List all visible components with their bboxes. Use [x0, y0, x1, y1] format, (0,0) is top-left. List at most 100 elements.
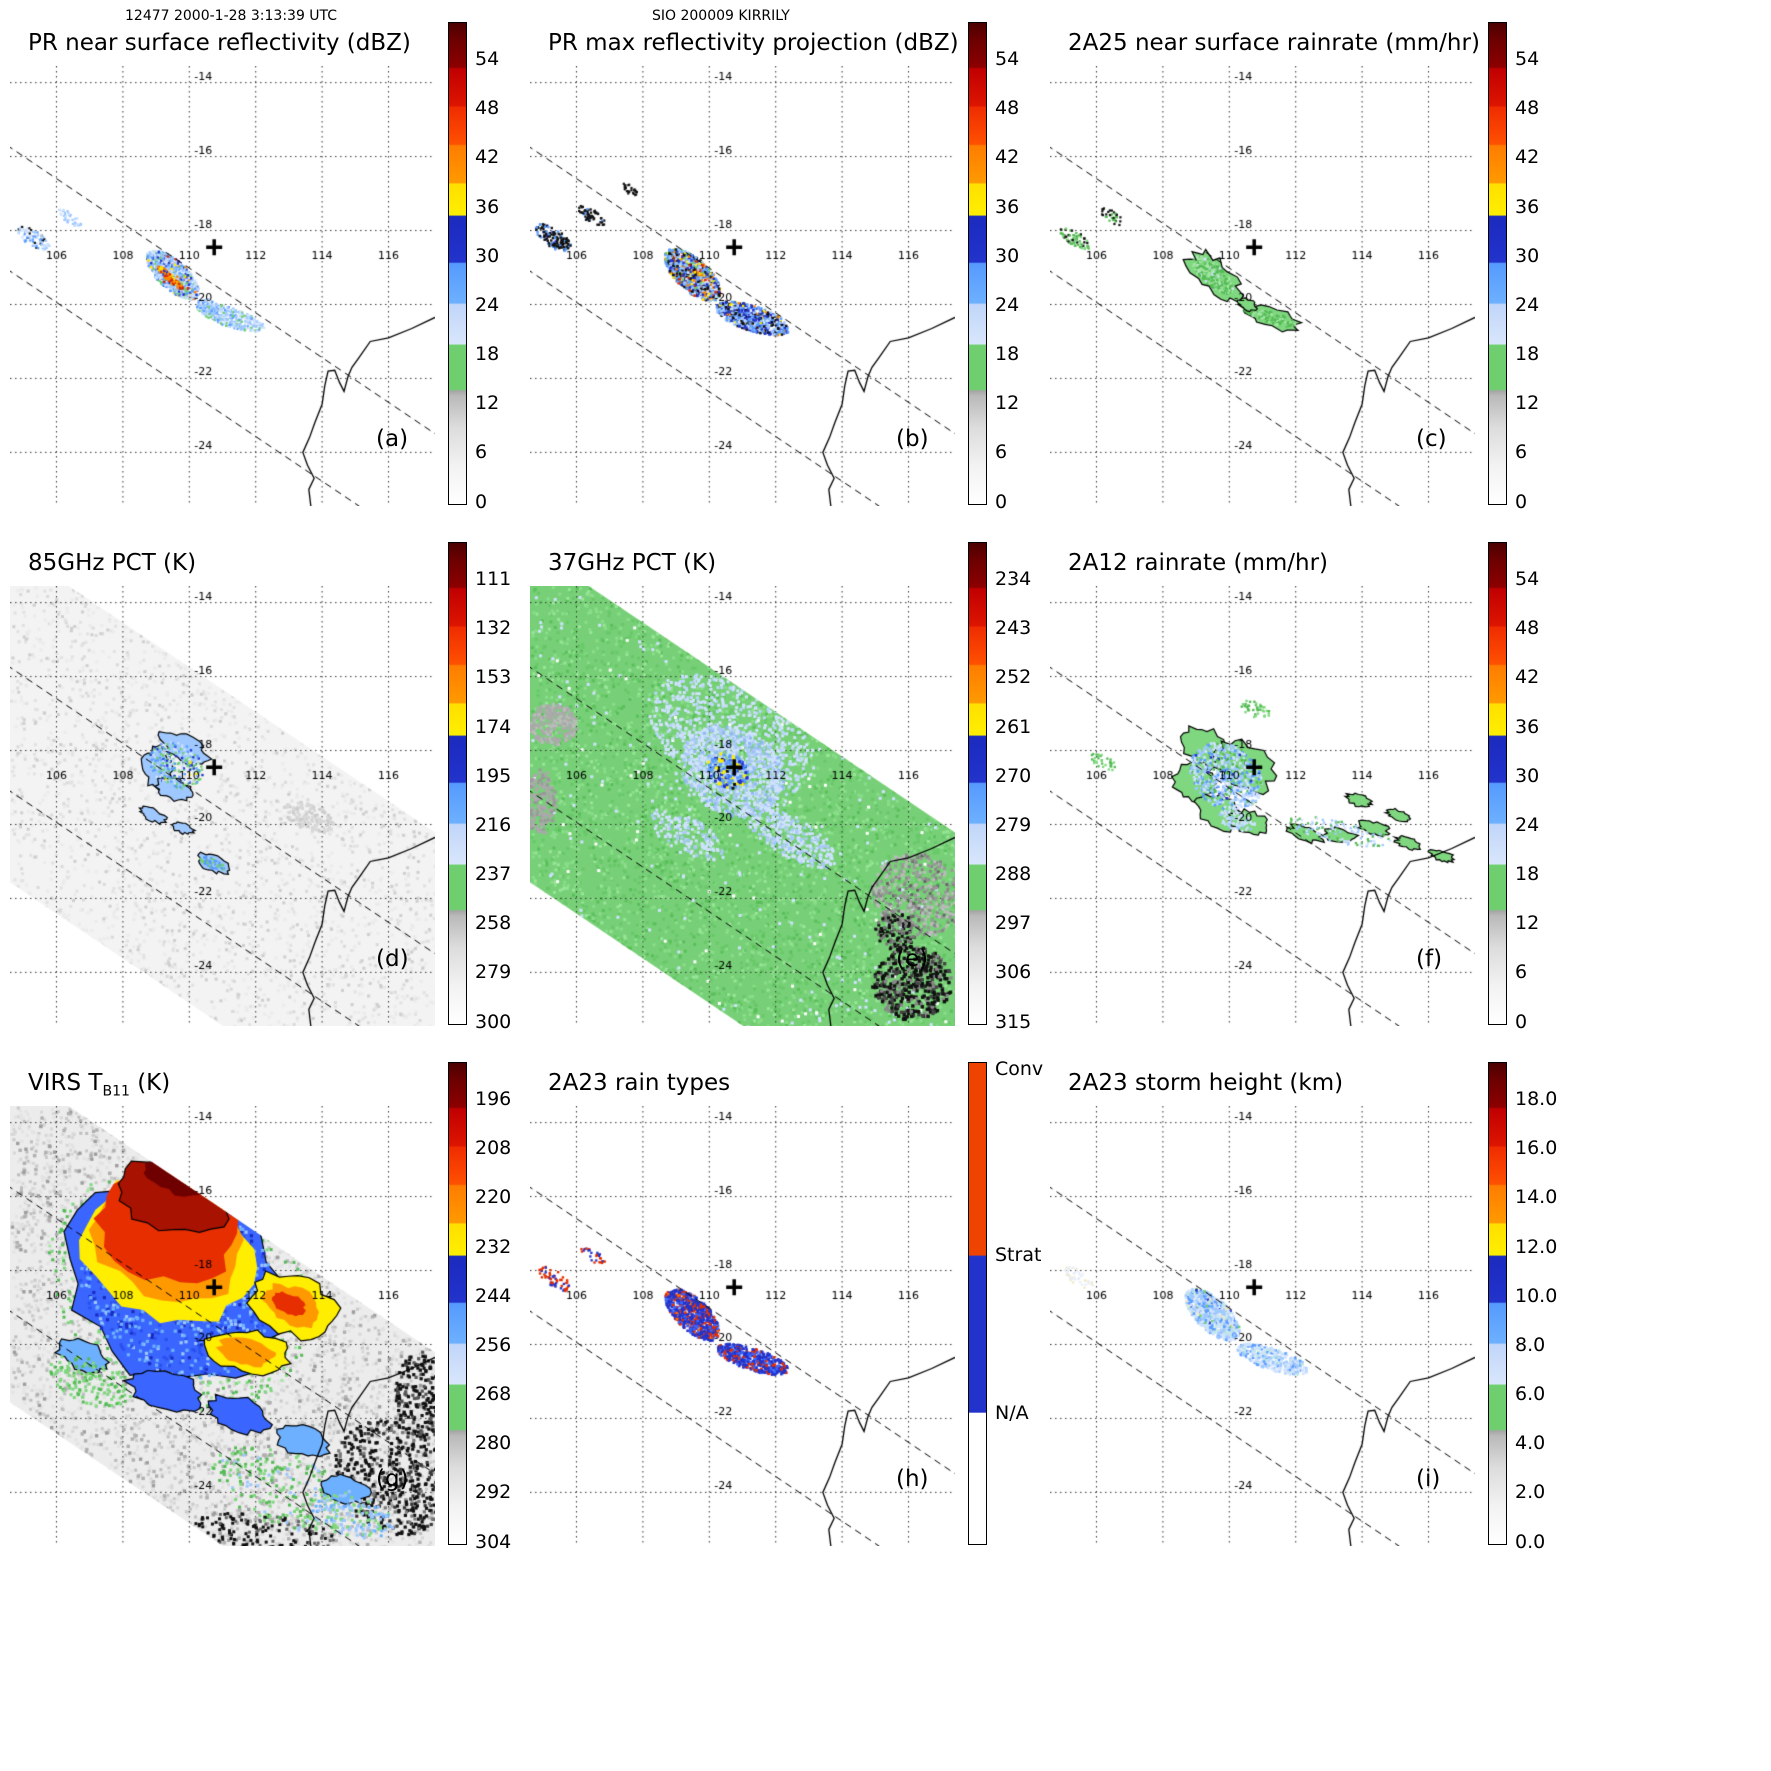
panel-c: 2A25 near surface rainrate (mm/hr) (c) 5… — [1046, 10, 1566, 530]
colorbar-tick: 54 — [1515, 568, 1540, 591]
colorbar-tick: 12 — [1515, 912, 1540, 935]
panel-title-post: (K) — [129, 1070, 171, 1096]
panel-title: VIRS TB11 (K) — [28, 1070, 170, 1100]
panel-title-text: 37GHz PCT (K) — [548, 550, 717, 576]
panel-letter: (d) — [376, 946, 409, 972]
panel-title-text: 2A23 rain types — [548, 1070, 731, 1096]
colorbar-tick: 261 — [995, 715, 1032, 738]
colorbar-tick: Strat — [995, 1244, 1042, 1267]
colorbar: 54 48 42 36 30 24 18 12 6 0 — [1488, 22, 1539, 513]
colorbar-tick: 18.0 — [1515, 1088, 1558, 1111]
map-canvas — [10, 66, 435, 506]
colorbar-tick: 16.0 — [1515, 1137, 1558, 1160]
panel-title: PR near surface reflectivity (dBZ) — [28, 30, 411, 60]
panel-title-text: PR max reflectivity projection (dBZ) — [548, 30, 959, 56]
colorbar-tick: 18 — [995, 343, 1020, 366]
panel-d: 85GHz PCT (K) (d) 111 132 153 174 195 216 237 2… — [6, 530, 526, 1050]
colorbar-tick: 216 — [475, 813, 512, 836]
panel-title: 37GHz PCT (K) — [548, 550, 716, 580]
colorbar-tick: 300 — [475, 1010, 512, 1033]
colorbar-tick: 0 — [475, 490, 488, 513]
colorbar-tick: 279 — [995, 813, 1032, 836]
colorbar-tick: 48 — [475, 97, 500, 120]
colorbar-tick: 0 — [1515, 490, 1528, 513]
panel-letter: (b) — [896, 426, 929, 452]
colorbar-tick: 6 — [475, 441, 488, 464]
panel-title-text: 85GHz PCT (K) — [28, 550, 197, 576]
storm-title-label: SIO 200009 KIRRILY — [652, 8, 790, 24]
panel-letter: (a) — [376, 426, 409, 452]
colorbar-tick: 243 — [995, 617, 1032, 640]
colorbar-tick: 195 — [475, 764, 512, 787]
panel-title-text: PR near surface reflectivity (dBZ) — [28, 30, 411, 56]
panel-h: 2A23 rain types (h) Conv Strat N/A — [526, 1050, 1046, 1570]
panel-a: PR near surface reflectivity (dBZ) (a) 5… — [6, 10, 526, 530]
colorbar-tick: 36 — [1515, 715, 1540, 738]
colorbar: 111 132 153 174 195 216 237 258 279 300 — [448, 542, 511, 1033]
colorbar-tick: 232 — [475, 1235, 512, 1258]
colorbar-tick: 304 — [475, 1530, 512, 1553]
colorbar: 54 48 42 36 30 24 18 12 6 0 — [448, 22, 499, 513]
panel-title: 2A25 near surface rainrate (mm/hr) — [1068, 30, 1480, 60]
colorbar: 18.0 16.0 14.0 12.0 10.0 8.0 6.0 4.0 2.0 0.0 — [1488, 1062, 1557, 1553]
colorbar-tick: 54 — [995, 48, 1020, 71]
colorbar-tick: 24 — [1515, 813, 1540, 836]
colorbar: Conv Strat N/A — [968, 1058, 1043, 1545]
colorbar-tick: 12 — [1515, 392, 1540, 415]
colorbar-tick: 270 — [995, 764, 1032, 787]
colorbar-tick: 258 — [475, 912, 512, 935]
panel-title: 85GHz PCT (K) — [28, 550, 196, 580]
colorbar-tick: 280 — [475, 1432, 512, 1455]
colorbar-tick: 6 — [995, 441, 1008, 464]
colorbar-tick: 6 — [1515, 441, 1528, 464]
map-canvas — [530, 66, 955, 506]
colorbar-tick: 36 — [1515, 195, 1540, 218]
colorbar-tick: 279 — [475, 961, 512, 984]
colorbar-tick: 297 — [995, 912, 1032, 935]
panel-e: 37GHz PCT (K) (e) 234 243 252 261 270 279 288 2… — [526, 530, 1046, 1050]
colorbar-tick: 292 — [475, 1481, 512, 1504]
panel-title-text: VIRS T — [28, 1070, 103, 1096]
colorbar-tick: N/A — [995, 1401, 1029, 1424]
panel-letter: (c) — [1416, 426, 1447, 452]
colorbar-tick: 288 — [995, 863, 1032, 886]
colorbar: 234 243 252 261 270 279 288 297 306 315 — [968, 542, 1031, 1033]
colorbar-tick: 48 — [1515, 617, 1540, 640]
colorbar-tick: 132 — [475, 617, 512, 640]
map-canvas — [1050, 66, 1475, 506]
colorbar-tick: 111 — [475, 568, 512, 591]
map-canvas — [10, 1106, 435, 1546]
colorbar-tick: 2.0 — [1515, 1481, 1546, 1504]
colorbar-tick: 6 — [1515, 961, 1528, 984]
map-canvas — [530, 586, 955, 1026]
colorbar: 54 48 42 36 30 24 18 12 6 0 — [1488, 542, 1539, 1033]
map-canvas — [530, 1106, 955, 1546]
colorbar-tick: 30 — [475, 244, 500, 267]
panel-f: 2A12 rainrate (mm/hr) (f) 54 48 42 36 30 24 18… — [1046, 530, 1566, 1050]
colorbar-tick: 252 — [995, 666, 1032, 689]
colorbar-tick: 48 — [995, 97, 1020, 120]
colorbar-tick: 42 — [475, 146, 500, 169]
colorbar-tick: 30 — [1515, 764, 1540, 787]
colorbar-tick: 48 — [1515, 97, 1540, 120]
panel-letter: (g) — [376, 1466, 409, 1492]
panel-title-text: 2A23 storm height (km) — [1068, 1070, 1344, 1096]
panel-title: 2A23 rain types — [548, 1070, 730, 1100]
colorbar-tick: 208 — [475, 1137, 512, 1160]
colorbar: 54 48 42 36 30 24 18 12 6 0 — [968, 22, 1019, 513]
colorbar-tick: 244 — [475, 1284, 512, 1307]
panel-title: PR max reflectivity projection (dBZ) — [548, 30, 959, 60]
map-canvas — [10, 586, 435, 1026]
colorbar-tick: 14.0 — [1515, 1186, 1558, 1209]
colorbar-tick: 12 — [995, 392, 1020, 415]
panel-letter: (h) — [896, 1466, 929, 1492]
panel-g: VIRS TB11 (K) (g) 196 208 220 232 244 256 268 2… — [6, 1050, 526, 1570]
colorbar-tick: 0 — [995, 490, 1008, 513]
colorbar-tick: 30 — [1515, 244, 1540, 267]
colorbar: 196 208 220 232 244 256 268 280 292 304 — [448, 1062, 511, 1553]
colorbar-tick: 0.0 — [1515, 1530, 1546, 1553]
panel-b: PR max reflectivity projection (dBZ) (b)… — [526, 10, 1046, 530]
colorbar-tick: 54 — [475, 48, 500, 71]
map-canvas — [1050, 1106, 1475, 1546]
